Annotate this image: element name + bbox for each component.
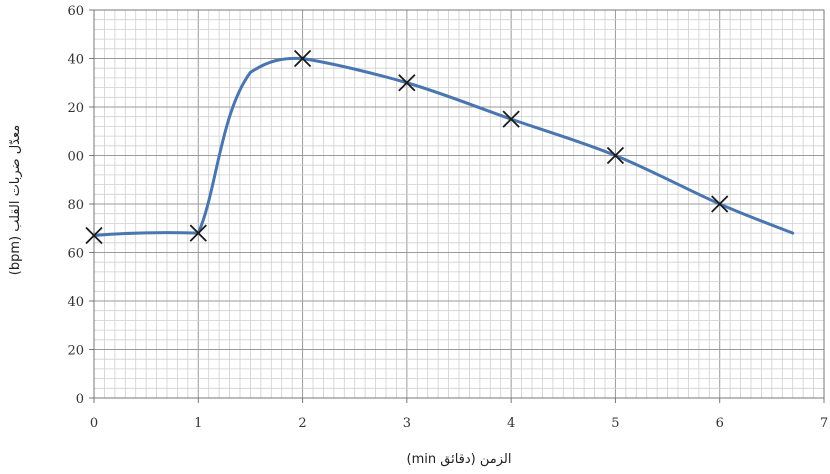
data-point-marker <box>711 195 729 213</box>
y-tick-label: 40 <box>67 295 84 310</box>
grid <box>93 9 825 399</box>
data-markers <box>85 49 729 245</box>
data-point-marker <box>189 224 207 242</box>
data-point-marker <box>606 146 625 165</box>
y-tick-label: 80 <box>67 198 84 213</box>
data-point-marker <box>293 49 312 68</box>
heart-rate-curve <box>92 56 795 238</box>
x-tick-label: 3 <box>403 416 411 431</box>
marker-stroke <box>398 74 416 92</box>
x-tick-label: 1 <box>194 416 202 431</box>
y-tick-label: 20 <box>67 344 84 359</box>
x-tick-label: 5 <box>611 416 619 431</box>
marker-stroke <box>293 49 312 68</box>
series-line <box>92 56 795 238</box>
x-tick-label: 4 <box>507 416 515 431</box>
marker-stroke <box>502 110 520 128</box>
marker-stroke <box>711 195 729 213</box>
x-axis-title: الزمن (دقائق min) <box>407 452 512 467</box>
plot-frame <box>89 9 825 403</box>
x-tick-label: 7 <box>820 416 828 431</box>
marker-stroke <box>85 226 103 245</box>
x-tick-label: 6 <box>716 416 724 431</box>
x-tick-label: 2 <box>298 416 306 431</box>
x-tick-label: 0 <box>90 416 98 431</box>
y-tick-label: 0 <box>76 392 84 407</box>
y-tick-label: 60 <box>67 4 84 19</box>
tick-labels: 0 1 2 3 4 5 6 7 0 20 40 60 80 00 20 40 60 <box>67 4 828 431</box>
y-tick-label: 40 <box>67 53 84 68</box>
y-tick-label: 60 <box>67 247 84 262</box>
marker-stroke <box>189 224 207 242</box>
y-tick-label: 00 <box>67 150 84 165</box>
data-point-marker <box>398 74 416 92</box>
y-axis-title: معدّل ضربات القلب (bpm) <box>8 125 23 275</box>
data-point-marker <box>85 226 103 245</box>
data-point-marker <box>502 110 520 128</box>
y-tick-label: 20 <box>67 101 84 116</box>
marker-stroke <box>606 146 625 165</box>
